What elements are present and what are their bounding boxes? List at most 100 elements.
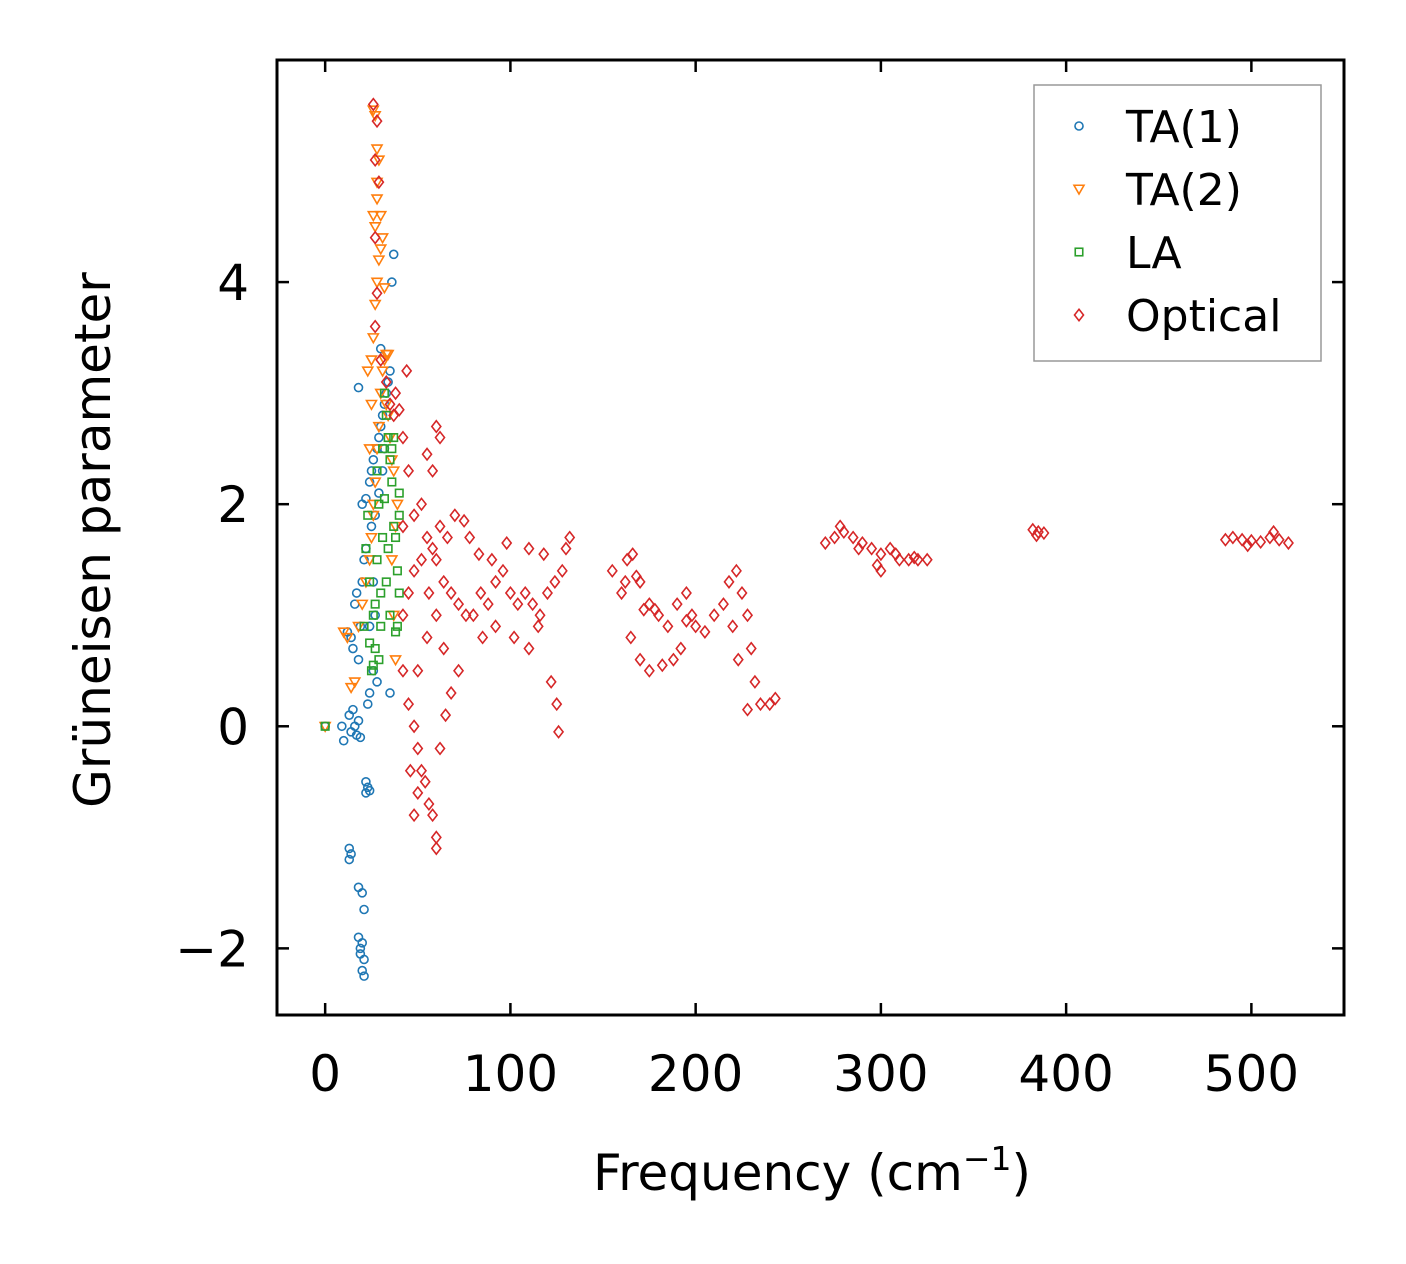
data-point [1268, 524, 1280, 539]
legend-marker [1072, 184, 1086, 196]
data-point [404, 763, 416, 778]
data-point [403, 463, 415, 478]
data-point [384, 397, 396, 412]
legend-marker [1074, 247, 1084, 257]
data-point [364, 688, 375, 698]
legend: TA(1) TA(2) LA Optical [1033, 84, 1322, 362]
data-point [532, 619, 544, 634]
data-point [1236, 532, 1248, 547]
data-point [368, 222, 382, 234]
data-point [1242, 538, 1254, 553]
data-point [453, 663, 465, 678]
legend-marker [1074, 121, 1084, 131]
data-point [387, 444, 397, 454]
data-point [338, 735, 349, 746]
data-point [397, 519, 409, 534]
data-point [385, 455, 395, 465]
data-point [373, 175, 385, 190]
data-point [467, 608, 479, 623]
data-point [366, 210, 380, 223]
data-point [866, 541, 878, 556]
data-point [374, 655, 384, 665]
data-point [1255, 534, 1267, 549]
data-point [912, 552, 924, 567]
data-point [675, 641, 687, 656]
x-axis-title-superscript: −1 [963, 1139, 1012, 1178]
data-point [391, 532, 401, 543]
data-point [545, 674, 557, 689]
data-point [361, 544, 371, 554]
legend-box [1033, 84, 1322, 362]
data-point [357, 888, 368, 898]
data-point [391, 627, 401, 637]
data-point [391, 499, 404, 511]
data-point [355, 943, 366, 954]
data-point [541, 585, 553, 601]
data-point [375, 343, 386, 354]
data-point [627, 547, 639, 562]
data-point [534, 608, 546, 623]
data-points [318, 97, 1294, 981]
data-point [392, 566, 402, 576]
data-point [363, 510, 373, 520]
data-point [415, 763, 428, 778]
legend-marker [1073, 307, 1085, 323]
data-point [769, 691, 781, 706]
data-point [380, 374, 392, 390]
y-tick-label: −2 [175, 920, 249, 978]
data-point [378, 444, 388, 454]
data-point [387, 466, 401, 478]
data-point [344, 854, 355, 865]
data-point [381, 349, 395, 361]
data-point [369, 152, 381, 167]
data-point [708, 608, 720, 623]
data-point [363, 444, 377, 456]
data-point [365, 399, 378, 411]
data-point [519, 585, 531, 601]
data-point [504, 585, 516, 601]
data-point [477, 630, 489, 645]
data-point [344, 843, 355, 854]
data-point [458, 513, 470, 528]
data-point [501, 536, 513, 551]
data-point [366, 105, 380, 117]
data-point [699, 624, 711, 639]
data-point [717, 597, 729, 612]
data-point [745, 641, 757, 656]
data-point [348, 704, 358, 715]
data-point [363, 555, 377, 567]
data-point [434, 430, 446, 445]
data-point [341, 632, 354, 645]
data-point [372, 466, 382, 476]
x-tick-label: 300 [833, 1045, 928, 1103]
legend-label: TA(2) [1125, 165, 1242, 216]
data-point [884, 541, 896, 556]
data-point [374, 210, 388, 223]
data-point [438, 574, 450, 589]
data-point [523, 641, 535, 656]
data-point [754, 697, 767, 712]
data-point [445, 685, 457, 701]
data-point [445, 585, 457, 601]
data-point [397, 608, 409, 623]
data-point [606, 563, 618, 578]
data-point [348, 643, 358, 654]
data-point [908, 550, 920, 565]
data-point [388, 249, 399, 260]
x-tick-label: 0 [309, 1045, 341, 1103]
data-point [564, 530, 576, 545]
data-point [449, 508, 461, 523]
data-point [370, 194, 384, 206]
data-point [357, 965, 368, 976]
data-point [412, 663, 424, 678]
legend-label: LA [1126, 228, 1182, 279]
data-point [381, 577, 391, 587]
data-point [376, 621, 386, 631]
data-point [662, 619, 674, 634]
legend-entry: TA(1) [1074, 102, 1242, 153]
data-point [749, 674, 761, 689]
data-point [374, 499, 384, 509]
data-point [366, 333, 380, 345]
data-point [549, 574, 561, 589]
data-point [383, 544, 393, 554]
